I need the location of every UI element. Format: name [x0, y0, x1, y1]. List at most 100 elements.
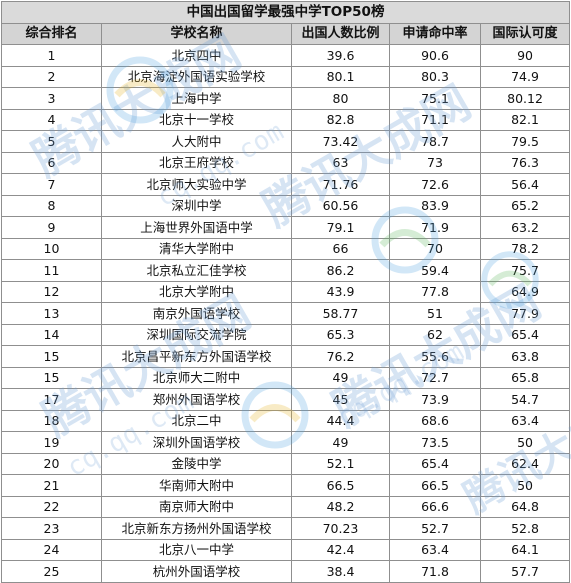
cell-school-name: 北京十一学校 [101, 108, 292, 131]
cell-admission-rate: 63.4 [389, 538, 481, 561]
cell-school-name: 北京二中 [101, 409, 292, 432]
table-row: 7 北京师大实验中学 71.76 72.6 56.4 [1, 173, 571, 196]
table-row: 24 北京八一中学 42.4 63.4 64.1 [1, 538, 571, 561]
cell-abroad-ratio: 44.4 [291, 409, 390, 432]
header-rank: 综合排名 [1, 22, 102, 45]
cell-abroad-ratio: 63 [291, 151, 390, 174]
cell-admission-rate: 65.4 [389, 452, 481, 475]
cell-school-name: 北京四中 [101, 44, 292, 67]
cell-rank: 13 [1, 302, 102, 325]
cell-rank: 12 [1, 280, 102, 303]
cell-rank: 22 [1, 495, 102, 518]
table-row: 14 深圳国际交流学院 65.3 62 65.4 [1, 323, 571, 346]
cell-admission-rate: 71.8 [389, 560, 481, 583]
cell-rank: 15 [1, 366, 102, 389]
cell-rank: 18 [1, 409, 102, 432]
cell-school-name: 北京王府学校 [101, 151, 292, 174]
table-row: 2 北京海淀外国语实验学校 80.1 80.3 74.9 [1, 65, 571, 88]
cell-admission-rate: 52.7 [389, 517, 481, 540]
cell-abroad-ratio: 70.23 [291, 517, 390, 540]
header-admission-rate: 申请命中率 [389, 22, 481, 45]
cell-school-name: 金陵中学 [101, 452, 292, 475]
cell-recognition: 63.4 [479, 409, 571, 432]
table-row: 11 北京私立汇佳学校 86.2 59.4 75.7 [1, 259, 571, 282]
cell-rank: 23 [1, 517, 102, 540]
cell-rank: 15 [1, 345, 102, 368]
cell-recognition: 65.4 [479, 323, 571, 346]
cell-rank: 19 [1, 431, 102, 454]
cell-recognition: 52.8 [479, 517, 571, 540]
table-row: 20 金陵中学 52.1 65.4 62.4 [1, 452, 571, 475]
cell-school-name: 北京大学附中 [101, 280, 292, 303]
cell-recognition: 90 [479, 44, 571, 67]
cell-recognition: 74.9 [479, 65, 571, 88]
cell-recognition: 64.9 [479, 280, 571, 303]
cell-rank: 5 [1, 130, 102, 153]
table-row: 4 北京十一学校 82.8 71.1 82.1 [1, 108, 571, 131]
cell-recognition: 65.8 [479, 366, 571, 389]
table-row: 5 人大附中 73.42 78.7 79.5 [1, 130, 571, 153]
cell-admission-rate: 66.5 [389, 474, 481, 497]
table-row: 21 华南师大附中 66.5 66.5 50 [1, 474, 571, 497]
cell-abroad-ratio: 42.4 [291, 538, 390, 561]
cell-admission-rate: 72.7 [389, 366, 481, 389]
cell-abroad-ratio: 58.77 [291, 302, 390, 325]
cell-school-name: 北京海淀外国语实验学校 [101, 65, 292, 88]
cell-abroad-ratio: 66 [291, 237, 390, 260]
cell-rank: 4 [1, 108, 102, 131]
cell-recognition: 63.2 [479, 216, 571, 239]
cell-abroad-ratio: 71.76 [291, 173, 390, 196]
cell-admission-rate: 73.9 [389, 388, 481, 411]
cell-school-name: 深圳国际交流学院 [101, 323, 292, 346]
cell-admission-rate: 78.7 [389, 130, 481, 153]
cell-rank: 3 [1, 87, 102, 110]
cell-school-name: 北京师大实验中学 [101, 173, 292, 196]
cell-recognition: 56.4 [479, 173, 571, 196]
cell-recognition: 54.7 [479, 388, 571, 411]
cell-abroad-ratio: 66.5 [291, 474, 390, 497]
cell-recognition: 62.4 [479, 452, 571, 475]
cell-abroad-ratio: 80 [291, 87, 390, 110]
cell-rank: 8 [1, 194, 102, 217]
cell-rank: 9 [1, 216, 102, 239]
cell-admission-rate: 62 [389, 323, 481, 346]
cell-abroad-ratio: 82.8 [291, 108, 390, 131]
cell-school-name: 清华大学附中 [101, 237, 292, 260]
cell-school-name: 华南师大附中 [101, 474, 292, 497]
cell-recognition: 77.9 [479, 302, 571, 325]
header-abroad-ratio: 出国人数比例 [291, 22, 390, 45]
cell-recognition: 80.12 [479, 87, 571, 110]
table-row: 1 北京四中 39.6 90.6 90 [1, 44, 571, 67]
cell-abroad-ratio: 52.1 [291, 452, 390, 475]
cell-rank: 2 [1, 65, 102, 88]
cell-admission-rate: 59.4 [389, 259, 481, 282]
cell-recognition: 50 [479, 474, 571, 497]
cell-school-name: 南京外国语学校 [101, 302, 292, 325]
table-row: 17 郑州外国语学校 45 73.9 54.7 [1, 388, 571, 411]
cell-admission-rate: 70 [389, 237, 481, 260]
cell-recognition: 82.1 [479, 108, 571, 131]
cell-recognition: 65.2 [479, 194, 571, 217]
cell-rank: 25 [1, 560, 102, 583]
table-row: 18 北京二中 44.4 68.6 63.4 [1, 409, 571, 432]
cell-abroad-ratio: 73.42 [291, 130, 390, 153]
table-row: 19 深圳外国语学校 49 73.5 50 [1, 431, 571, 454]
table-row: 15 北京昌平新东方外国语学校 76.2 55.6 63.8 [1, 345, 571, 368]
table-row: 25 杭州外国语学校 38.4 71.8 57.7 [1, 560, 571, 583]
cell-rank: 10 [1, 237, 102, 260]
cell-abroad-ratio: 43.9 [291, 280, 390, 303]
cell-abroad-ratio: 79.1 [291, 216, 390, 239]
cell-school-name: 深圳外国语学校 [101, 431, 292, 454]
cell-rank: 1 [1, 44, 102, 67]
cell-admission-rate: 66.6 [389, 495, 481, 518]
cell-recognition: 79.5 [479, 130, 571, 153]
cell-school-name: 郑州外国语学校 [101, 388, 292, 411]
cell-admission-rate: 80.3 [389, 65, 481, 88]
cell-admission-rate: 73.5 [389, 431, 481, 454]
header-recognition: 国际认可度 [479, 22, 571, 45]
cell-abroad-ratio: 60.56 [291, 194, 390, 217]
table-row: 6 北京王府学校 63 73 76.3 [1, 151, 571, 174]
cell-school-name: 北京八一中学 [101, 538, 292, 561]
table-row: 12 北京大学附中 43.9 77.8 64.9 [1, 280, 571, 303]
